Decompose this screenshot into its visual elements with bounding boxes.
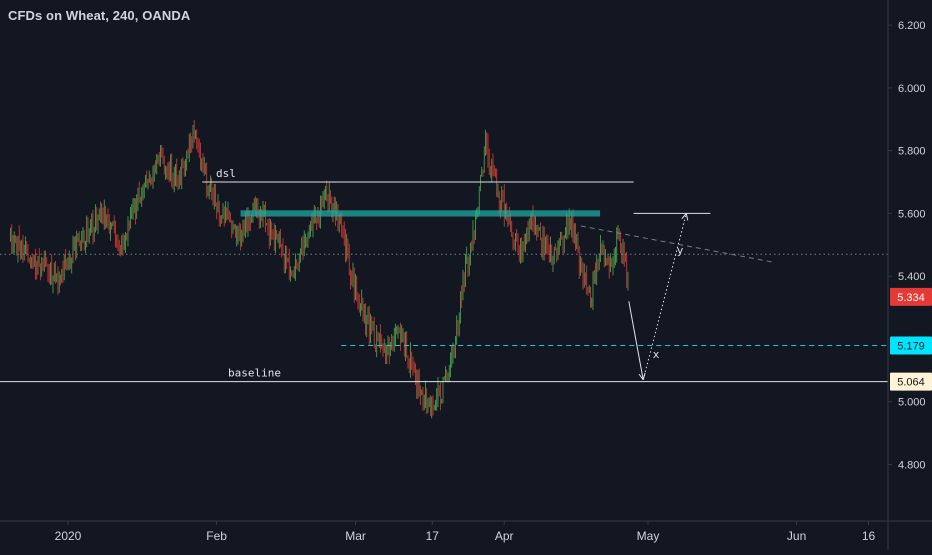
down-arrow	[628, 301, 644, 380]
x-tick-label: Feb	[206, 529, 227, 543]
drawings: dsl baseline x y	[0, 167, 932, 383]
baseline-label: baseline	[228, 367, 281, 380]
price-badge-label: 5.334	[897, 292, 925, 304]
up-arrow	[642, 213, 687, 380]
arrow-head	[638, 373, 644, 381]
y-tick-label: 5.400	[898, 271, 926, 283]
price-axis	[888, 0, 932, 550]
x-tick-label: 2020	[55, 529, 82, 543]
time-axis	[0, 521, 932, 550]
y-tick-label: 5.000	[898, 397, 926, 409]
price-badge	[890, 287, 932, 306]
x-tick-label: 16	[862, 529, 876, 543]
chart-title: CFDs on Wheat, 240, OANDA	[8, 8, 191, 23]
label-y: y	[677, 244, 684, 257]
x-tick-label: 17	[426, 529, 440, 543]
x-tick-label: May	[637, 529, 660, 543]
y-tick-label: 5.800	[898, 146, 926, 158]
zone-rectangle	[240, 210, 601, 217]
candles	[10, 119, 629, 419]
price-badge	[890, 372, 932, 391]
arrow-head	[685, 213, 689, 221]
y-tick-label: 6.000	[898, 83, 926, 95]
x-tick-label: Mar	[345, 529, 366, 543]
label-x: x	[653, 348, 660, 361]
trend-line	[580, 225, 773, 263]
x-tick-label: Apr	[495, 529, 514, 543]
price-badge	[890, 336, 932, 355]
dsl-label: dsl	[216, 167, 236, 180]
y-tick-label: 6.200	[898, 20, 926, 32]
arrow-head	[681, 213, 687, 220]
y-tick-label: 5.600	[898, 208, 926, 220]
y-tick-label: 4.800	[898, 460, 926, 472]
price-badge-label: 5.179	[897, 341, 925, 353]
x-tick-label: Jun	[787, 529, 806, 543]
price-badge-label: 5.064	[897, 377, 925, 389]
